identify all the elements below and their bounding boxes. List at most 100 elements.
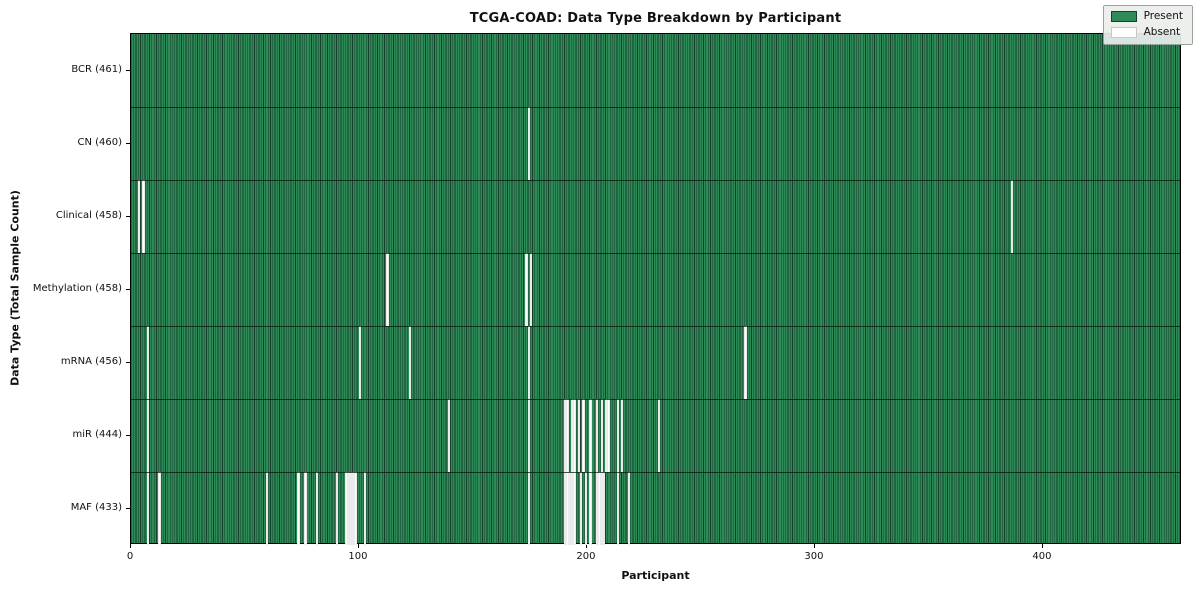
absent-mark — [345, 472, 348, 545]
row-divider — [131, 472, 1180, 473]
y-tick-mark — [126, 215, 130, 217]
absent-mark — [580, 472, 583, 545]
absent-mark — [146, 472, 150, 545]
absent-mark — [577, 399, 581, 472]
row-band — [131, 253, 1180, 326]
absent-mark — [529, 253, 533, 326]
absent-mark — [304, 472, 307, 545]
absent-mark — [354, 472, 357, 545]
absent-mark — [566, 399, 569, 472]
absent-mark — [582, 399, 585, 472]
row-divider — [131, 180, 1180, 181]
present-swatch-icon — [1110, 11, 1137, 22]
absent-mark — [621, 399, 624, 472]
x-tick-mark — [813, 544, 815, 548]
legend-item-absent: Absent — [1110, 26, 1183, 38]
y-tick-mark — [126, 69, 130, 71]
legend: Present Absent — [1102, 5, 1193, 45]
row-band — [131, 180, 1180, 253]
x-tick-mark — [130, 544, 131, 548]
plot-area — [130, 33, 1181, 545]
absent-mark — [363, 472, 366, 545]
absent-mark — [596, 399, 599, 472]
absent-mark — [347, 472, 350, 545]
absent-mark — [628, 472, 631, 545]
absent-mark — [527, 472, 530, 545]
absent-mark — [657, 399, 660, 472]
x-tick-label: 400 — [1032, 551, 1052, 562]
row-band — [131, 472, 1180, 545]
y-tick-label: CN (460) — [77, 136, 122, 148]
legend-label: Absent — [1143, 26, 1181, 38]
x-tick-mark — [357, 544, 359, 548]
absent-mark — [564, 472, 567, 545]
row-band — [131, 399, 1180, 472]
absent-mark — [525, 253, 528, 326]
absent-mark — [589, 399, 592, 472]
absent-mark — [596, 472, 599, 545]
row-divider — [131, 326, 1180, 327]
absent-mark — [616, 472, 619, 545]
y-tick-label: Clinical (458) — [55, 209, 122, 221]
x-tick-label: 100 — [348, 551, 368, 562]
x-axis-label: Participant — [621, 569, 690, 582]
absent-mark — [744, 326, 747, 399]
absent-mark — [568, 472, 571, 545]
absent-mark — [358, 326, 362, 399]
chart-title: TCGA-COAD: Data Type Breakdown by Partic… — [469, 11, 842, 26]
x-tick-mark — [585, 544, 587, 548]
row-band — [131, 326, 1180, 399]
absent-mark — [598, 472, 601, 545]
absent-mark — [352, 472, 355, 545]
absent-mark — [386, 253, 389, 326]
y-tick-mark — [126, 507, 130, 509]
absent-mark — [584, 472, 587, 545]
absent-mark — [409, 326, 412, 399]
absent-mark — [605, 399, 608, 472]
x-tick-label: 0 — [126, 551, 134, 562]
absent-mark — [297, 472, 300, 545]
absent-mark — [571, 472, 574, 545]
absent-mark — [573, 399, 576, 472]
absent-mark — [137, 180, 141, 253]
absent-mark — [336, 472, 339, 545]
absent-mark — [573, 472, 576, 545]
absent-mark — [616, 399, 619, 472]
row-band — [131, 107, 1180, 180]
y-tick-label: mRNA (456) — [60, 355, 122, 367]
legend-item-present: Present — [1110, 10, 1183, 22]
absent-mark — [1011, 180, 1014, 253]
row-divider — [131, 253, 1180, 254]
y-tick-label: Methylation (458) — [32, 282, 122, 294]
absent-mark — [571, 399, 574, 472]
absent-mark — [146, 326, 150, 399]
y-tick-mark — [126, 288, 130, 290]
absent-mark — [602, 472, 606, 545]
absent-mark — [527, 107, 530, 180]
absent-mark — [607, 399, 610, 472]
x-tick-mark — [1041, 544, 1043, 548]
row-divider — [131, 399, 1180, 400]
absent-mark — [527, 399, 530, 472]
legend-label: Present — [1143, 10, 1183, 22]
y-tick-label: MAF (433) — [70, 501, 122, 513]
absent-mark — [564, 399, 567, 472]
absent-mark — [158, 472, 161, 545]
absent-mark — [589, 472, 592, 545]
absent-mark — [349, 472, 353, 545]
absent-mark — [315, 472, 318, 545]
x-tick-label: 300 — [804, 551, 824, 562]
row-divider — [131, 107, 1180, 108]
row-band — [131, 34, 1180, 107]
y-tick-mark — [126, 434, 130, 436]
absent-swatch-icon — [1110, 27, 1137, 38]
absent-mark — [600, 399, 603, 472]
absent-mark — [600, 472, 603, 545]
y-tick-label: miR (444) — [72, 428, 122, 440]
absent-mark — [265, 472, 268, 545]
y-tick-mark — [126, 361, 130, 363]
y-tick-label: BCR (461) — [71, 63, 122, 75]
absent-mark — [142, 180, 145, 253]
absent-mark — [146, 399, 150, 472]
